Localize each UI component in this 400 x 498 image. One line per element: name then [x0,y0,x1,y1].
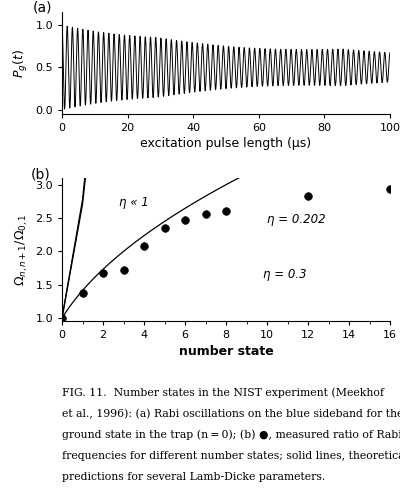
X-axis label: excitation pulse length (μs): excitation pulse length (μs) [140,137,312,150]
Text: η = 0.202: η = 0.202 [267,213,326,227]
Text: ground state in the trap (n = 0); (b) ●, measured ratio of Rabi: ground state in the trap (n = 0); (b) ●,… [62,430,400,440]
Y-axis label: $P_g(t)$: $P_g(t)$ [12,49,30,78]
Text: predictions for several Lamb-Dicke parameters.: predictions for several Lamb-Dicke param… [62,472,325,482]
Text: FIG. 11.  Number states in the NIST experiment (Meekhof: FIG. 11. Number states in the NIST exper… [62,387,384,398]
Text: (a): (a) [32,0,52,14]
Text: η « 1: η « 1 [120,196,149,209]
Y-axis label: $\Omega_{n,n+1}/\Omega_{0,1}$: $\Omega_{n,n+1}/\Omega_{0,1}$ [13,214,30,286]
X-axis label: number state: number state [179,345,273,358]
Text: et al., 1996): (a) Rabi oscillations on the blue sideband for the: et al., 1996): (a) Rabi oscillations on … [62,409,400,419]
Text: η = 0.3: η = 0.3 [263,268,306,281]
Text: frequencies for different number states; solid lines, theoretical: frequencies for different number states;… [62,451,400,461]
Text: (b): (b) [31,168,50,182]
